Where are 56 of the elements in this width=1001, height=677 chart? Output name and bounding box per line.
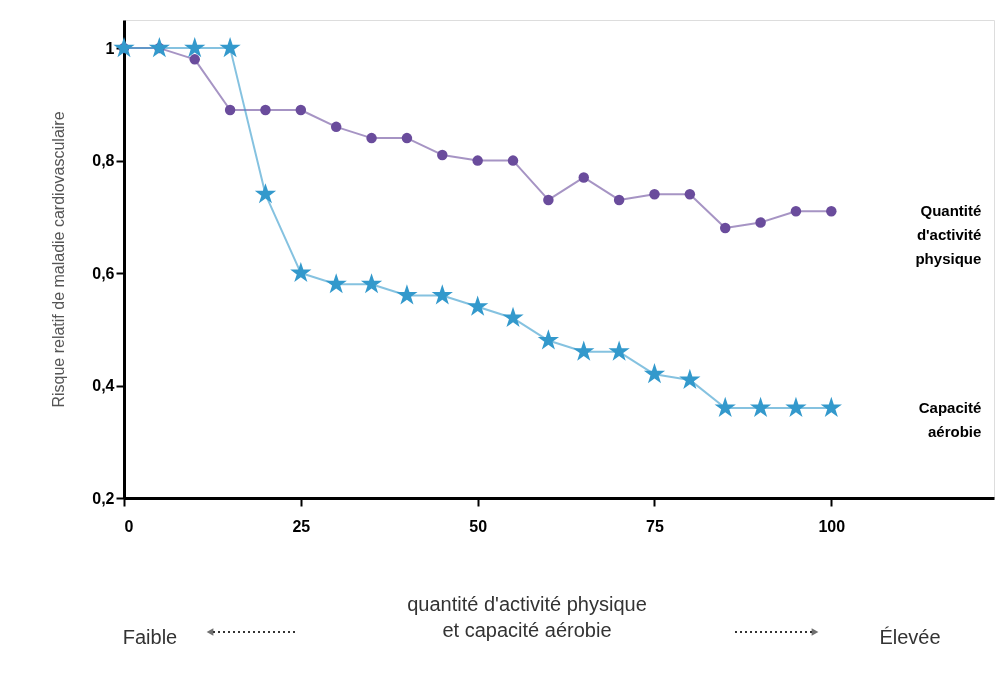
text: Capacité aérobie [918,399,982,441]
point [113,36,135,58]
x-tick-label: 75 [646,517,664,535]
point [325,273,347,294]
point [755,217,766,228]
point [189,54,200,65]
point [714,396,736,418]
y-tick-label: 0,2 [92,489,115,507]
point [366,132,377,144]
point [290,261,312,283]
point [684,189,696,200]
x-tick-label: 50 [469,517,488,535]
x-axis-title: quantité d'activité physique et capacité aérobie [407,593,647,641]
point [260,104,271,116]
point [330,121,342,133]
point [148,36,170,58]
point [224,104,236,116]
point [826,205,837,217]
point [467,295,489,316]
text: Faible [122,626,178,648]
point [537,329,560,350]
text: Élevée [879,626,941,648]
point [502,306,524,328]
point [396,284,418,305]
point [507,155,519,166]
point [790,205,802,217]
point [820,396,842,418]
y-tick-label: 0,8 [92,152,115,170]
x-tick-label: 0 [124,517,134,535]
point [295,104,307,116]
x-tick-label: 100 [818,517,846,535]
point [573,340,595,361]
point [608,340,630,361]
y-tick-label: 1 [105,39,115,57]
point [401,132,413,144]
point [254,183,277,204]
point [578,172,589,183]
point [785,396,807,418]
point [649,189,660,200]
y-tick-label: 0,6 [92,264,115,282]
point [613,194,625,206]
point [679,368,701,389]
point [360,273,383,294]
y-tick-label: 0,4 [92,377,115,395]
point [719,222,731,234]
point [219,36,241,58]
point [184,36,206,58]
point [437,149,448,161]
point [643,363,666,384]
point [543,194,554,206]
y-axis-title: Risque relatif de maladie cardiovasculaire [50,111,68,408]
x-tick-label: 25 [292,517,311,535]
point [749,396,772,418]
text: Quantité d'activité physique [915,202,982,268]
point [472,155,483,166]
point [431,284,453,305]
